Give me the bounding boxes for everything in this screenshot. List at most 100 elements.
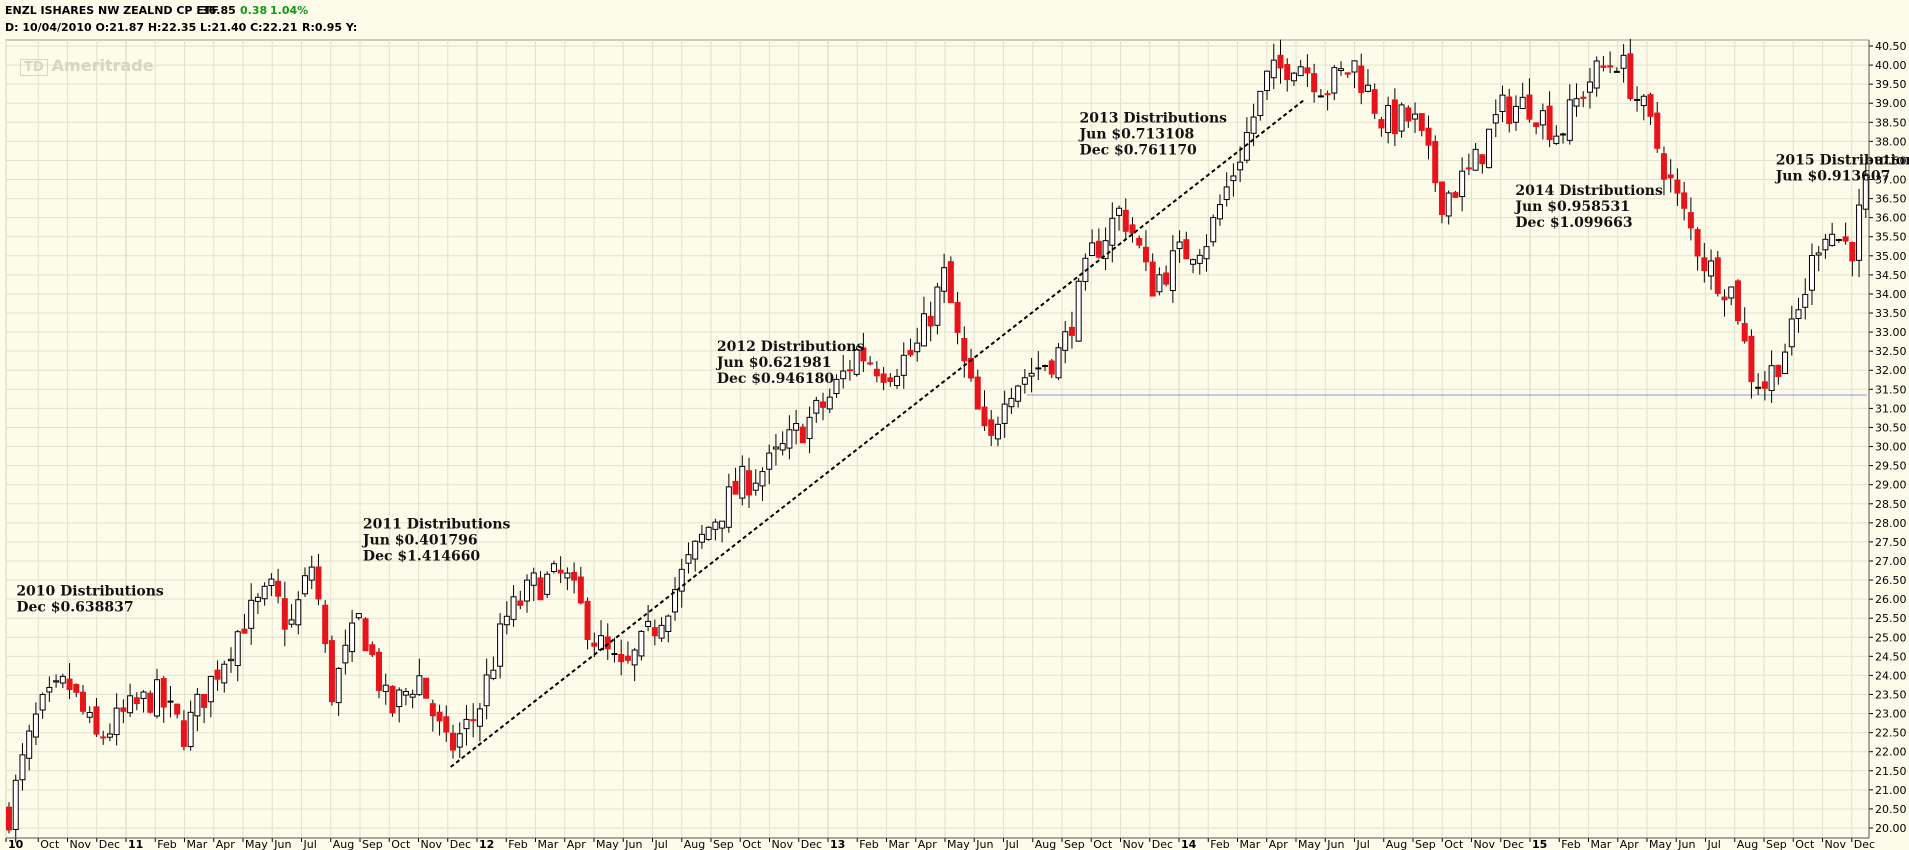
x-month-label: Dec	[1503, 838, 1524, 850]
candle-down	[604, 636, 611, 650]
y-tick-label: 33.00	[1875, 326, 1907, 339]
candle-up	[1829, 233, 1836, 247]
candle-up	[813, 399, 820, 414]
candle-up	[234, 631, 241, 667]
x-year-label: 14	[1181, 838, 1197, 850]
distribution-annotation: 2011 Distributions Jun $0.401796 Dec $1.41…	[361, 517, 511, 565]
x-month-label: Mar	[187, 838, 208, 850]
candle-up	[544, 573, 551, 595]
candle-up	[1035, 367, 1042, 370]
x-year-label: 13	[830, 838, 845, 850]
y-tick-label: 22.50	[1875, 727, 1907, 740]
chart-grid	[5, 39, 1870, 839]
x-month-label: Feb	[859, 838, 878, 850]
candle-down	[618, 654, 625, 663]
candle-up	[1237, 161, 1244, 171]
candle-up	[941, 267, 948, 292]
distribution-annotation: 2010 Distributions Dec $0.638837	[16, 583, 164, 615]
y-tick-label: 21.00	[1875, 784, 1907, 797]
candle-down	[1627, 53, 1634, 99]
ratio-readout: R:0.95 Y:	[302, 21, 358, 34]
annotation-line: 2015 Distributions	[1776, 152, 1909, 168]
candle-down	[100, 736, 107, 739]
x-month-label: Sep	[1415, 838, 1436, 850]
x-month-label: Oct	[1093, 838, 1113, 850]
candle-down	[133, 697, 140, 705]
candle-down	[1432, 141, 1439, 184]
x-month-label: Jul	[303, 838, 317, 850]
candle-down	[201, 693, 208, 708]
x-year-label: 10	[8, 838, 24, 850]
candle-down	[974, 376, 981, 410]
td-logo-badge: TD	[20, 59, 48, 76]
candle-up	[1015, 385, 1022, 402]
candle-down	[591, 642, 598, 647]
candle-down	[1681, 192, 1688, 209]
candle-down	[927, 315, 934, 327]
candle-down	[1371, 89, 1378, 114]
candle-up	[1364, 84, 1371, 92]
candle-up	[1755, 386, 1762, 389]
candle-down	[1694, 229, 1701, 257]
x-month-label: Jun	[1326, 838, 1344, 850]
candle-up	[1620, 54, 1627, 69]
candle-up	[1728, 286, 1735, 299]
candle-down	[73, 683, 80, 693]
candle-up	[1331, 67, 1338, 94]
candle-down	[1600, 65, 1607, 68]
candle-up	[1216, 204, 1223, 220]
x-month-label: Feb	[1210, 838, 1229, 850]
candle-up	[1297, 66, 1304, 77]
y-tick-label: 25.50	[1875, 612, 1907, 625]
candle-down	[1163, 272, 1170, 285]
y-tick-label: 34.00	[1875, 288, 1907, 301]
candle-down	[1304, 67, 1311, 74]
candle-down	[1344, 72, 1351, 75]
candle-up	[154, 679, 161, 717]
candle-up	[1640, 95, 1647, 107]
annotation-line: 2011 Distributions	[363, 517, 511, 533]
candle-up	[288, 619, 295, 625]
candle-up	[1802, 293, 1809, 308]
candle-up	[26, 730, 33, 759]
x-month-label: Apr	[1620, 838, 1640, 850]
x-month-label: Jul	[1356, 838, 1370, 850]
trendline	[450, 98, 1306, 768]
candle-down	[1418, 113, 1425, 131]
x-month-label: Feb	[508, 838, 527, 850]
x-month-label: Jul	[1707, 838, 1721, 850]
quote-header: ENZL ISHARES NW ZEALND CP ETF 36.85 0.38…	[0, 0, 1909, 40]
y-tick-label: 29.50	[1875, 460, 1907, 473]
y-tick-label: 29.00	[1875, 479, 1907, 492]
candle-down	[1647, 94, 1654, 117]
x-month-label: Mar	[538, 838, 559, 850]
candle-down	[389, 685, 396, 714]
candle-down	[376, 651, 383, 691]
candle-down	[584, 600, 591, 640]
x-month-label: Jun	[1677, 838, 1695, 850]
x-month-label: Apr	[918, 838, 938, 850]
candle-down	[1701, 257, 1708, 272]
candle-down	[1284, 64, 1291, 81]
y-tick-label: 35.00	[1875, 250, 1907, 263]
candle-down	[1506, 96, 1513, 124]
candle-up	[187, 711, 194, 748]
y-tick-label: 20.50	[1875, 803, 1907, 816]
x-month-label: Mar	[1240, 838, 1261, 850]
candle-up	[1822, 238, 1829, 251]
candle-up	[167, 700, 174, 703]
candle-down	[120, 707, 127, 712]
candle-down	[470, 719, 477, 722]
candle-down	[1405, 107, 1412, 122]
candle-up	[1708, 260, 1715, 277]
candle-down	[1734, 280, 1741, 322]
candle-up	[463, 718, 470, 730]
distribution-annotation: 2014 Distributions Jun $0.958531 Dec $1.09…	[1513, 183, 1663, 231]
distribution-annotation: 2013 Distributions Jun $0.713108 Dec $0.76…	[1078, 110, 1228, 158]
candle-up	[1089, 242, 1096, 257]
candle-up	[598, 635, 605, 651]
candle-up	[86, 711, 93, 718]
candle-up	[752, 482, 759, 491]
candle-down	[1136, 237, 1143, 246]
